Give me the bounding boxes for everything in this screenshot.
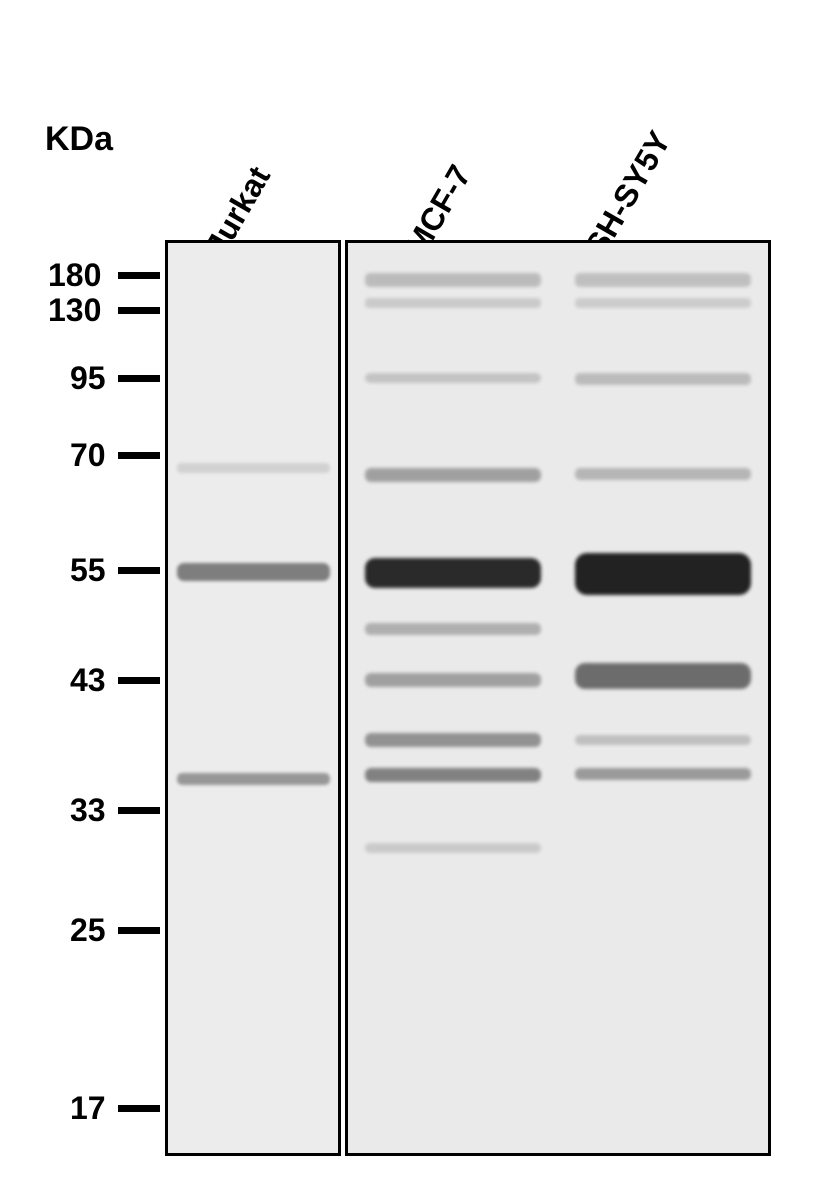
marker-label: 130 <box>48 292 101 329</box>
blot-band <box>365 558 541 588</box>
blot-band <box>177 773 330 785</box>
marker-tick <box>118 452 160 459</box>
mcf7-shsy5y-panel <box>345 240 771 1156</box>
blot-band <box>365 843 541 853</box>
marker-label: 70 <box>70 437 106 474</box>
marker-label: 33 <box>70 792 106 829</box>
blot-band <box>365 768 541 782</box>
blot-band <box>177 563 330 581</box>
blot-band <box>575 273 751 287</box>
jurkat-panel <box>165 240 341 1156</box>
blot-band <box>365 273 541 287</box>
blot-band <box>365 373 541 383</box>
blot-band <box>575 663 751 689</box>
marker-tick <box>118 272 160 279</box>
blot-band <box>575 735 751 745</box>
blot-band <box>575 553 751 595</box>
marker-tick <box>118 375 160 382</box>
marker-tick <box>118 807 160 814</box>
blot-band <box>365 733 541 747</box>
blot-band <box>575 768 751 780</box>
marker-label: 180 <box>48 257 101 294</box>
marker-tick <box>118 307 160 314</box>
kda-unit-label: KDa <box>45 120 113 159</box>
blot-band <box>575 373 751 385</box>
western-blot-figure: KDa Jurkat MCF-7 SH-SY5Y 180 130 95 70 5… <box>0 0 821 1204</box>
marker-label: 95 <box>70 360 106 397</box>
blot-band <box>365 468 541 482</box>
marker-tick <box>118 567 160 574</box>
marker-label: 55 <box>70 552 106 589</box>
blot-band <box>365 623 541 635</box>
blot-band <box>365 673 541 687</box>
blot-band <box>365 298 541 308</box>
blot-band <box>177 463 330 473</box>
blot-band <box>575 468 751 480</box>
marker-tick <box>118 1105 160 1112</box>
marker-label: 43 <box>70 662 106 699</box>
marker-tick <box>118 927 160 934</box>
marker-tick <box>118 677 160 684</box>
marker-label: 17 <box>70 1090 106 1127</box>
marker-label: 25 <box>70 912 106 949</box>
blot-band <box>575 298 751 308</box>
